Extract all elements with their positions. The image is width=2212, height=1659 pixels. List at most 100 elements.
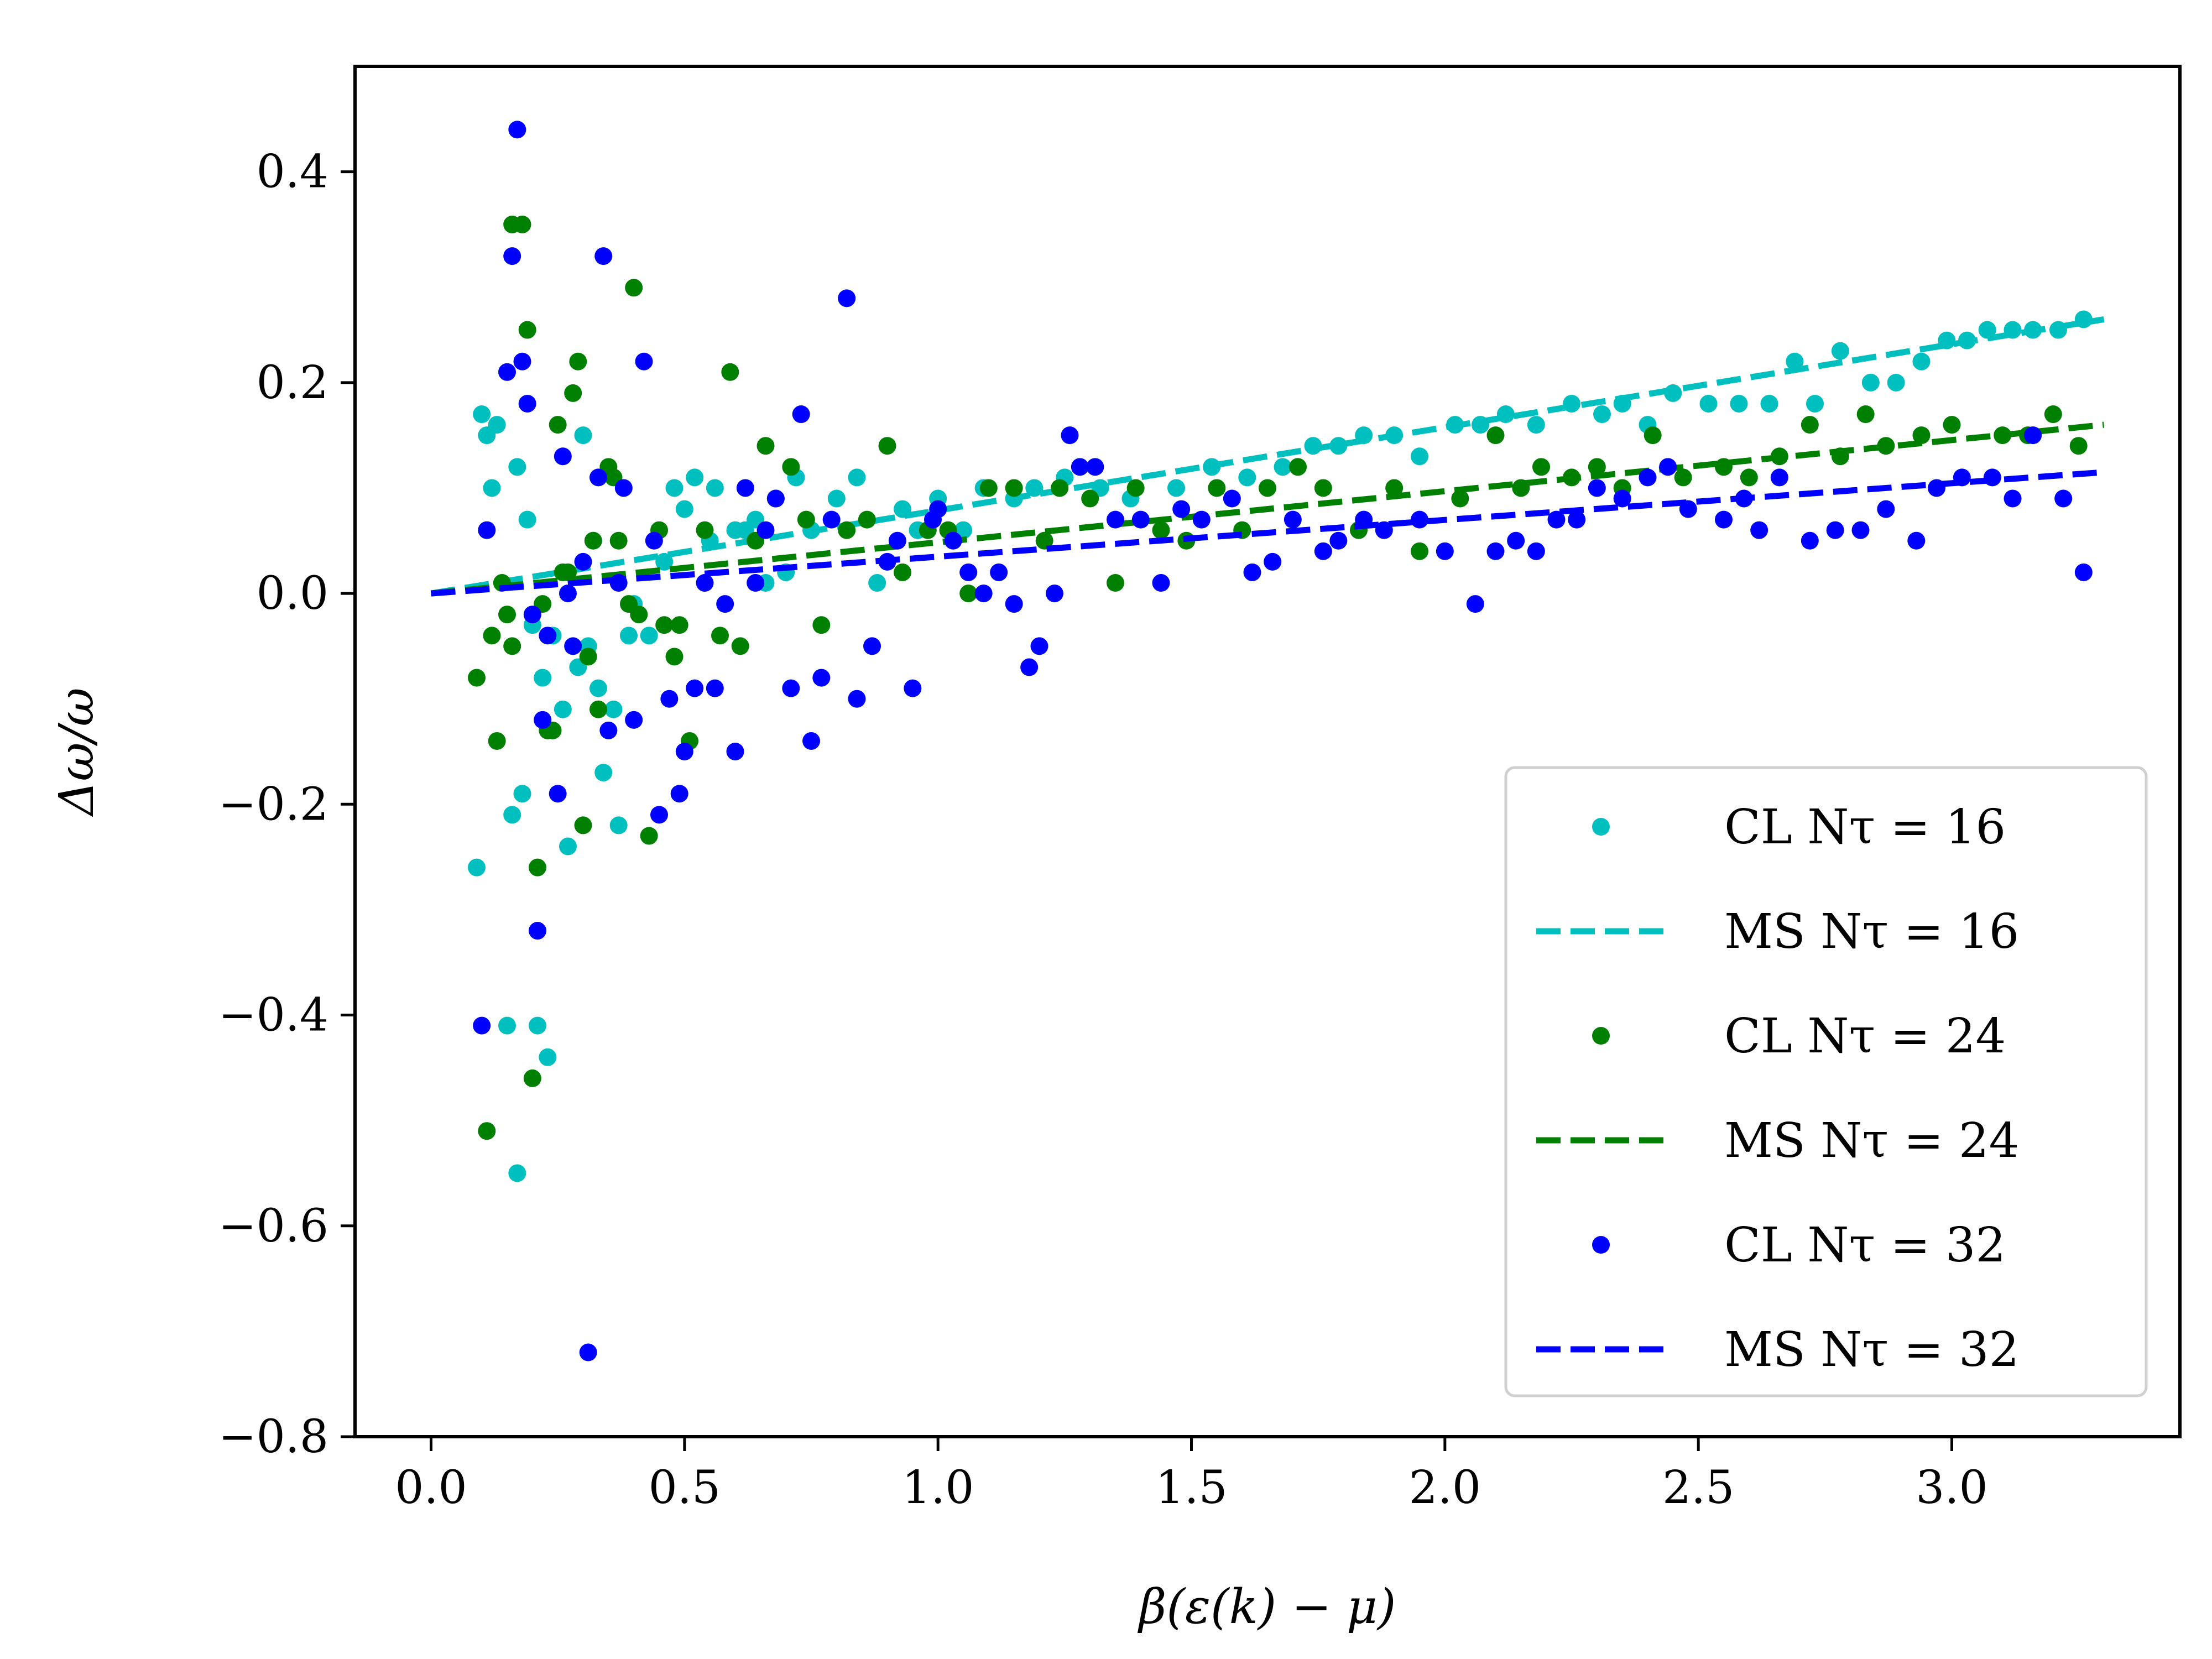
data-point — [1289, 458, 1307, 476]
data-point — [2054, 489, 2073, 508]
legend-marker — [1592, 818, 1610, 836]
y-tick-label: −0.8 — [218, 1411, 328, 1463]
x-tick-label: 0.0 — [395, 1462, 467, 1514]
data-point — [564, 384, 582, 402]
data-point — [604, 700, 623, 718]
data-point — [523, 1069, 541, 1087]
data-point — [488, 732, 506, 750]
x-tick-label: 3.0 — [1916, 1462, 1987, 1514]
data-point — [1411, 542, 1428, 560]
data-point — [868, 574, 886, 592]
x-axis-label: β(ε(k) − μ) — [1138, 1579, 1396, 1635]
data-point — [539, 1048, 557, 1066]
data-point — [630, 606, 648, 624]
legend-entry: CL Nτ = 24 — [1592, 1009, 2006, 1064]
legend-entry: CL Nτ = 16 — [1592, 800, 2006, 855]
data-point — [1851, 521, 1870, 539]
data-point — [614, 479, 633, 497]
data-point — [655, 616, 674, 634]
data-point — [518, 394, 536, 413]
legend-label: CL Nτ = 24 — [1724, 1009, 2006, 1064]
data-point — [766, 489, 785, 508]
data-point — [686, 468, 704, 487]
data-point — [1152, 521, 1170, 539]
data-point — [1806, 394, 1824, 413]
data-point — [1887, 373, 1905, 392]
data-point — [584, 531, 602, 550]
data-point — [554, 447, 572, 466]
data-point — [1243, 563, 1261, 581]
data-point — [478, 521, 496, 539]
data-point — [594, 764, 613, 782]
data-point — [1613, 489, 1631, 508]
data-point — [1167, 479, 1185, 497]
data-point — [508, 1164, 526, 1182]
data-point — [539, 627, 557, 645]
data-point — [1223, 489, 1241, 508]
data-point — [706, 679, 724, 697]
data-point — [1051, 479, 1069, 497]
data-point — [1532, 458, 1550, 476]
data-point — [1005, 479, 1023, 497]
data-point — [696, 521, 714, 539]
data-point — [1786, 352, 1804, 371]
data-point — [1314, 479, 1332, 497]
y-tick-label: 0.4 — [257, 146, 328, 199]
data-point — [670, 785, 688, 803]
data-point — [858, 510, 876, 529]
data-point — [1071, 458, 1089, 476]
legend-label: MS Nτ = 32 — [1724, 1322, 2019, 1378]
data-point — [1411, 447, 1428, 466]
data-point — [534, 711, 552, 729]
data-point — [2074, 563, 2093, 581]
data-point — [1730, 394, 1748, 413]
data-point — [579, 648, 597, 666]
x-axis: 0.0 0.5 1.0 1.5 2.0 2.5 3.0 — [395, 1437, 1988, 1514]
data-point — [1107, 574, 1124, 592]
data-point — [1152, 574, 1170, 592]
y-tick-label: −0.6 — [218, 1200, 328, 1253]
data-point — [711, 627, 729, 645]
y-axis: 0.4 0.2 0.0 −0.2 −0.4 −0.6 −0.8 — [218, 146, 355, 1463]
x-tick-label: 1.5 — [1155, 1462, 1227, 1514]
data-point — [1978, 321, 1996, 339]
data-point — [706, 479, 724, 497]
data-point — [529, 858, 546, 877]
ms-fit-line — [431, 469, 2104, 597]
data-point — [848, 468, 866, 487]
legend-label: MS Nτ = 16 — [1724, 904, 2019, 959]
data-point — [518, 321, 536, 339]
data-point — [1264, 552, 1282, 571]
data-point — [675, 743, 693, 760]
data-point — [498, 606, 516, 624]
data-point — [1131, 510, 1150, 529]
y-tick-label: 0.0 — [257, 567, 328, 620]
data-point — [1740, 468, 1758, 487]
data-point — [564, 637, 582, 655]
data-point — [802, 732, 820, 750]
legend-entry: MS Nτ = 16 — [1536, 904, 2019, 959]
plot-frame — [353, 65, 2182, 1438]
data-point — [1035, 531, 1053, 550]
data-point — [549, 785, 567, 803]
data-point — [716, 595, 734, 613]
data-point — [549, 416, 567, 434]
data-point — [483, 479, 501, 497]
data-point — [721, 363, 739, 381]
data-point — [635, 352, 653, 371]
data-point — [1081, 489, 1099, 508]
data-point — [1284, 510, 1302, 529]
data-point — [1527, 542, 1545, 560]
data-point — [1375, 521, 1393, 539]
data-point — [1005, 595, 1023, 613]
data-point — [1259, 479, 1276, 497]
data-point — [1086, 458, 1104, 476]
data-point — [1826, 521, 1844, 539]
data-point — [609, 531, 628, 550]
legend-entry: MS Nτ = 24 — [1536, 1113, 2019, 1168]
data-point — [559, 837, 577, 855]
data-point — [959, 585, 978, 603]
data-point — [974, 585, 993, 603]
data-point — [726, 743, 744, 760]
data-point — [594, 247, 613, 265]
